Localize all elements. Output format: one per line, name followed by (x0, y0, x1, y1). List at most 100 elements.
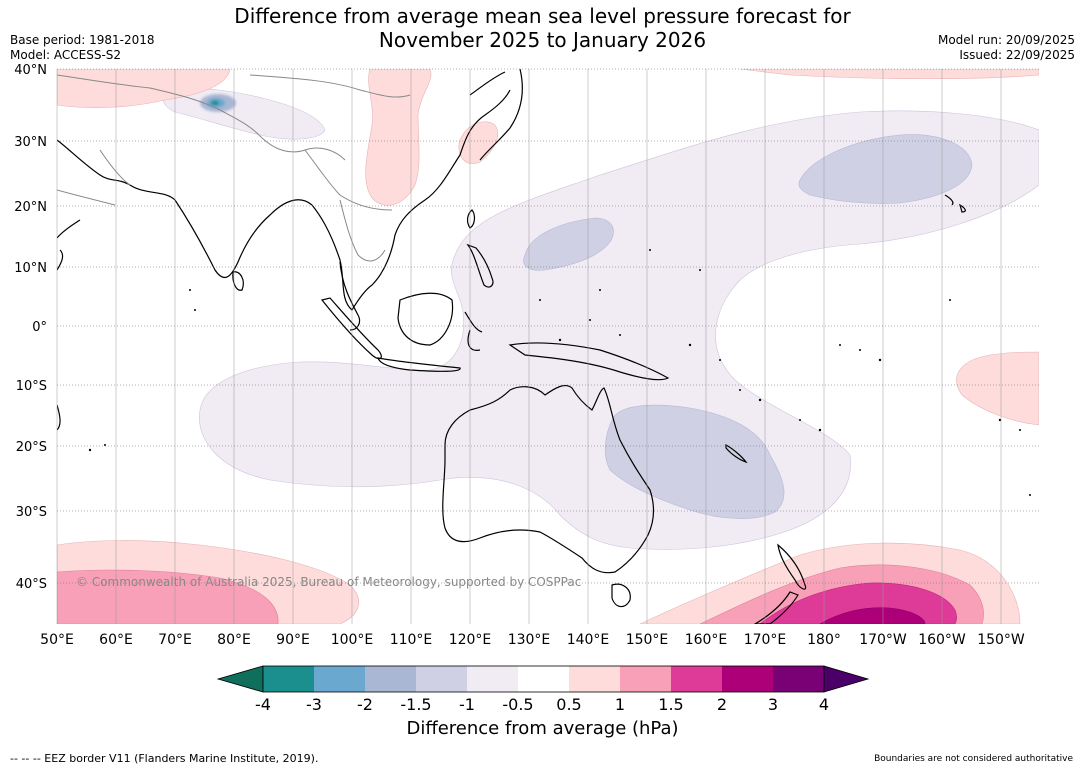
colorbar-under-arrow (216, 665, 264, 693)
colorbar-cell (722, 666, 774, 692)
colorbar-cells (263, 666, 825, 692)
lon-label-90e: 90°E (276, 632, 310, 648)
lat-label-30s: 30°S (16, 505, 47, 520)
border-middle-east (57, 149, 131, 206)
lat-label-40n: 40°N (14, 63, 47, 78)
colorbar-cell (263, 666, 315, 692)
coast-sri-lanka (232, 271, 244, 291)
longitude-labels: 50°E 60°E 70°E 80°E 90°E 100°E 110°E 120… (40, 632, 1025, 648)
colorbar-ticks: -4 -3 -2 -1.5 -1 -0.5 0.5 1 1.5 2 3 4 (255, 695, 829, 714)
anomaly-patch-philippine-sea (523, 217, 614, 271)
colorbar-cell (569, 666, 621, 692)
anomaly-shading (57, 69, 1039, 624)
colorbar-tick-label: 3 (768, 695, 778, 714)
coast-philippines (466, 243, 494, 288)
issued-date: Issued: 22/09/2025 (959, 48, 1075, 62)
colorbar-cell (671, 666, 723, 692)
run-info: Model run: 20/09/2025 Issued: 22/09/2025 (938, 33, 1075, 63)
colorbar-cell (416, 666, 468, 692)
coast-hawaii (944, 194, 966, 213)
coast-borneo (397, 292, 454, 346)
colorbar-tick-label: -4 (255, 695, 271, 714)
colorbar-tick-label: 1 (615, 695, 625, 714)
colorbar-title: Difference from average (hPa) (406, 718, 679, 739)
coast-sumatra (320, 297, 382, 360)
colorbar: -4 -3 -2 -1.5 -1 -0.5 0.5 1 1.5 2 3 4 (216, 665, 870, 714)
base-period: Base period: 1981-2018 (10, 33, 155, 47)
lon-label-170e: 170°E (744, 632, 787, 648)
border-indochina (339, 199, 386, 262)
base-period-info: Base period: 1981-2018 Model: ACCESS-S2 (10, 33, 155, 63)
coast-new-zealand-south (753, 591, 799, 624)
title-line-2: November 2025 to January 2026 (378, 28, 707, 52)
colorbar-cell (620, 666, 672, 692)
colorbar-tick-label: -3 (306, 695, 322, 714)
colorbar-tick-label: 4 (819, 695, 829, 714)
border-mongolia (249, 74, 411, 98)
eez-border-note: -- -- -- EEZ border V11 (Flanders Marine… (10, 752, 319, 765)
lon-label-120e: 120°E (449, 632, 492, 648)
anomaly-region-north-pacific-pink (739, 69, 1039, 80)
lat-label-20s: 20°S (16, 440, 47, 455)
coast-sulawesi (464, 311, 483, 351)
colorbar-tick-label: 0.5 (556, 695, 581, 714)
border-china-south (304, 149, 393, 211)
anomaly-region-south-pacific-pink (956, 351, 1039, 426)
latitude-labels: 40°N 30°N 20°N 10°N 0° 10°S 20°S 30°S 40… (14, 63, 47, 592)
lon-label-50e: 50°E (40, 632, 74, 648)
coast-malay-peninsula (339, 261, 361, 331)
anomaly-patch-north-pacific (798, 134, 973, 204)
anomaly-region-southwest-pink-strong (57, 569, 279, 624)
coast-africa-madagascar (57, 404, 61, 431)
colorbar-tick-label: -2 (357, 695, 373, 714)
anomaly-patch-himalaya (200, 94, 236, 112)
colorbar-tick-label: -0.5 (502, 695, 533, 714)
lon-label-110e: 110°E (390, 632, 433, 648)
lon-label-160w: 160°W (918, 632, 966, 648)
colorbar-tick-label: 2 (717, 695, 727, 714)
anomaly-region-nw-pacific (199, 110, 1039, 550)
coast-africa-horn (57, 219, 81, 271)
copyright-watermark: © Commonwealth of Australia 2025, Bureau… (76, 575, 581, 589)
lat-label-10n: 10°N (14, 261, 47, 276)
lon-label-100e: 100°E (331, 632, 374, 648)
lon-label-70e: 70°E (158, 632, 192, 648)
anomaly-region-iran (57, 69, 231, 109)
lon-label-60e: 60°E (99, 632, 133, 648)
colorbar-frame (262, 665, 825, 693)
pacific-islands (88, 249, 1031, 496)
lon-label-150e: 150°E (626, 632, 669, 648)
lon-label-150w: 150°W (977, 632, 1025, 648)
colorbar-cell (467, 666, 519, 692)
coast-tasmania (611, 583, 631, 608)
coast-java (377, 357, 461, 372)
lon-label-80e: 80°E (217, 632, 251, 648)
lat-label-10s: 10°S (16, 379, 47, 394)
colorbar-cell (773, 666, 825, 692)
coastlines (57, 69, 966, 624)
colorbar-cell (365, 666, 417, 692)
anomaly-region-nz-deep-magenta (819, 607, 926, 624)
colorbar-cell (518, 666, 570, 692)
lon-label-180: 180° (807, 632, 841, 648)
title-line-1: Difference from average mean sea level p… (234, 4, 851, 28)
coast-new-guinea (508, 342, 670, 381)
colorbar-cell (314, 666, 366, 692)
lat-label-30n: 30°N (14, 135, 47, 150)
coast-korea-japan (469, 69, 523, 161)
model-run: Model run: 20/09/2025 (937, 33, 1075, 47)
colorbar-over-arrow (823, 665, 870, 693)
lon-label-160e: 160°E (685, 632, 728, 648)
graticule-meridians (56, 69, 1002, 624)
lat-label-40s: 40°S (16, 577, 47, 592)
coast-new-zealand-north (777, 543, 807, 590)
lon-label-130e: 130°E (508, 632, 551, 648)
anomaly-region-china-positive (365, 69, 432, 206)
boundaries-note: Boundaries are not considered authoritat… (874, 754, 1073, 764)
lon-label-170w: 170°W (859, 632, 907, 648)
lat-label-20n: 20°N (14, 200, 47, 215)
colorbar-tick-label: -1 (459, 695, 475, 714)
model-name: Model: ACCESS-S2 (10, 48, 122, 62)
coast-new-caledonia (725, 443, 748, 464)
